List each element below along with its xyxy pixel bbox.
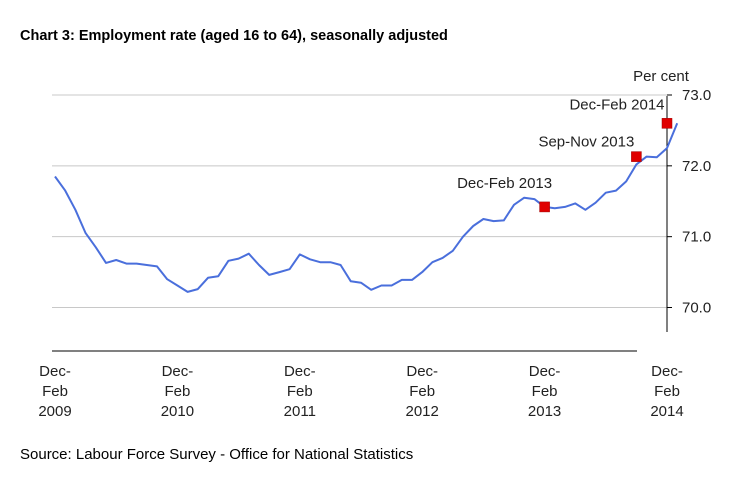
- y-tick-label: 70.0: [682, 300, 711, 317]
- x-tick-label: 2013: [528, 403, 561, 420]
- x-tick-label: Dec-: [651, 363, 683, 380]
- x-tick-label: Dec-: [529, 363, 561, 380]
- gridlines: [52, 94, 672, 308]
- highlight-label: Sep-Nov 2013: [538, 134, 634, 151]
- y-tick-label: 72.0: [682, 158, 711, 175]
- x-tick-label: Feb: [287, 383, 313, 400]
- x-tick-label: Feb: [409, 383, 435, 400]
- x-tick-label: Feb: [654, 383, 680, 400]
- x-tick-label: Feb: [42, 383, 68, 400]
- x-tick-label: 2009: [38, 403, 71, 420]
- highlight-markers: Dec-Feb 2013 Sep-Nov 2013 Dec-Feb 2014: [457, 96, 673, 213]
- y-axis-unit-label: Per cent: [633, 68, 690, 85]
- x-tick-label: 2011: [284, 403, 316, 420]
- y-tick-label: 73.0: [682, 87, 711, 104]
- highlight-marker: [631, 151, 642, 162]
- source-note: Source: Labour Force Survey - Office for…: [20, 446, 414, 463]
- y-tick-label: 71.0: [682, 229, 711, 246]
- x-tick-label: 2010: [161, 403, 194, 420]
- x-tick-label: Dec-: [162, 363, 194, 380]
- x-tick-label: Feb: [532, 383, 558, 400]
- y-tick-labels: 73.0 72.0 71.0 70.0: [682, 87, 711, 317]
- x-tick-label: Dec-: [406, 363, 438, 380]
- x-tick-label: Dec-: [39, 363, 71, 380]
- x-tick-labels: Dec- Feb 2009 Dec- Feb 2010 Dec- Feb 2011 Dec- Feb…: [38, 363, 683, 420]
- x-tick-label: 2014: [650, 403, 683, 420]
- chart-title: Chart 3: Employment rate (aged 16 to 64)…: [20, 28, 448, 44]
- highlight-label: Dec-Feb 2013: [457, 175, 552, 192]
- highlight-marker: [661, 118, 673, 129]
- highlight-label: Dec-Feb 2014: [569, 96, 664, 113]
- x-tick-label: Dec-: [284, 363, 316, 380]
- employment-rate-line: [54, 122, 679, 293]
- x-tick-label: Feb: [164, 383, 190, 400]
- highlight-marker: [539, 201, 550, 213]
- x-tick-label: 2012: [406, 403, 439, 420]
